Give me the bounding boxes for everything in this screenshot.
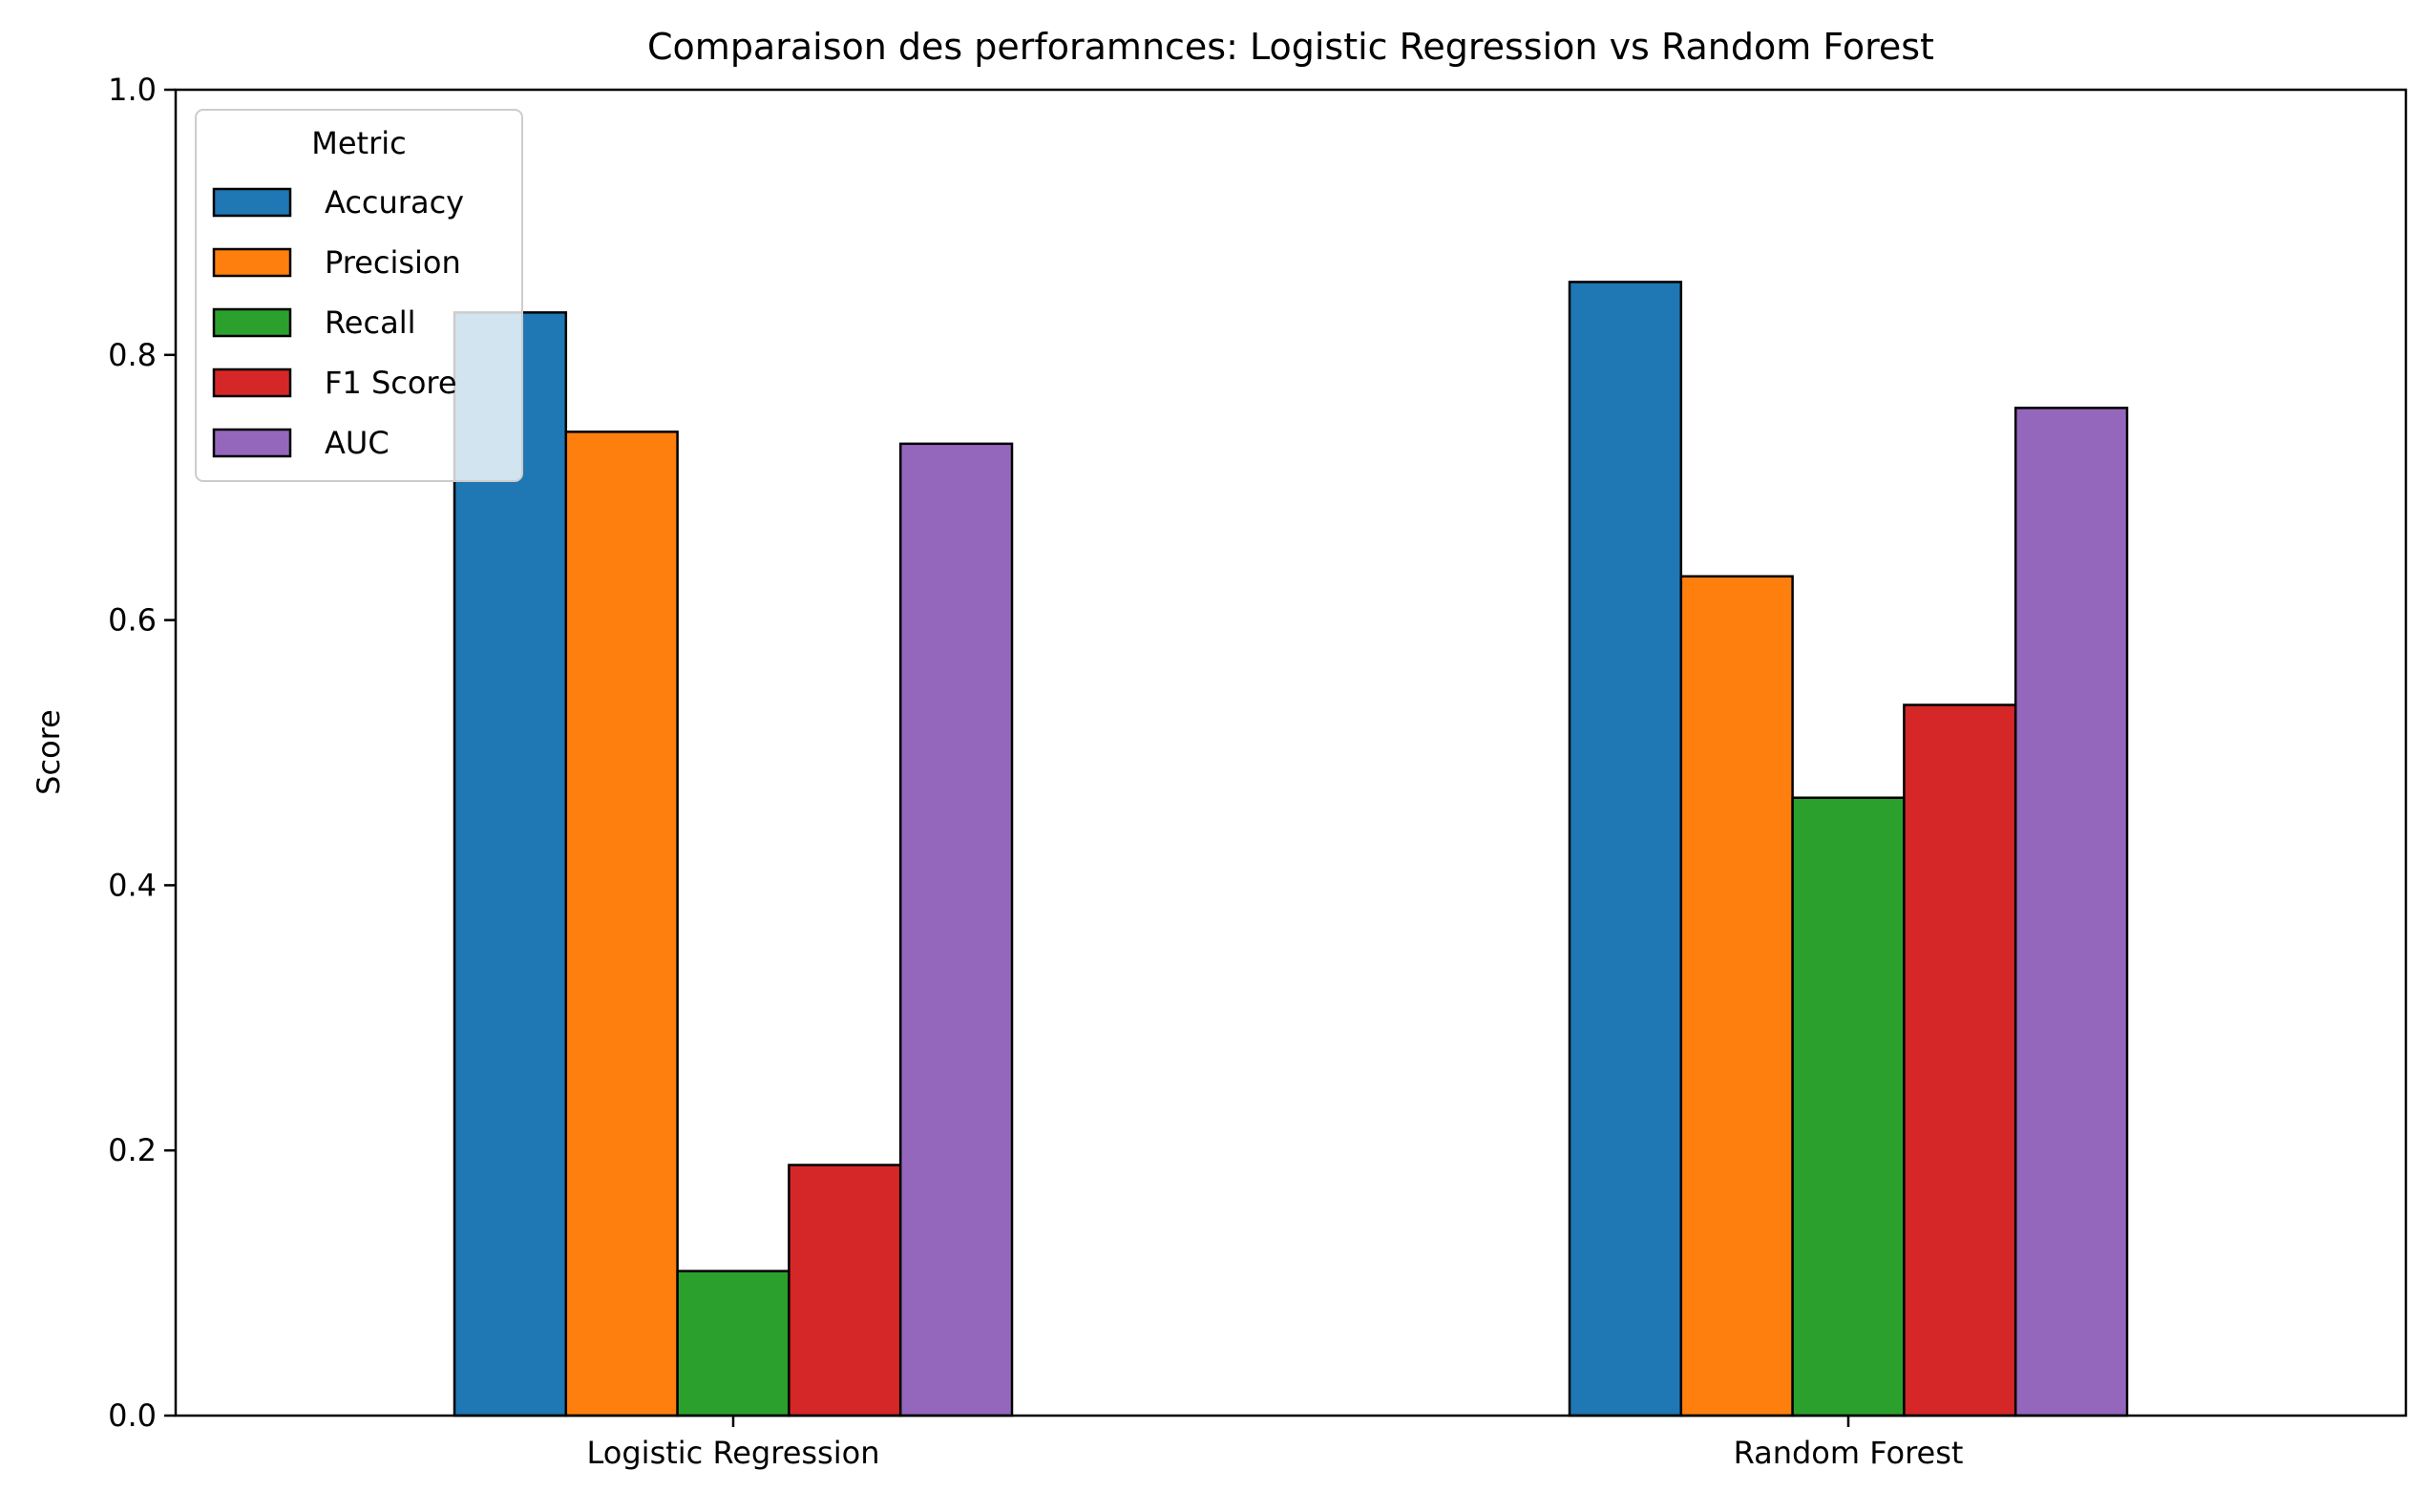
legend-swatch-precision bbox=[212, 247, 292, 278]
y-axis-ticks: 0.0 0.2 0.4 0.6 0.8 1.0 bbox=[108, 72, 176, 1434]
legend-label-recall: Recall bbox=[325, 304, 415, 341]
bars-layer bbox=[453, 281, 2129, 1418]
bar-f1-score-logistic-regression bbox=[788, 1164, 902, 1418]
legend-title: Metric bbox=[311, 125, 406, 161]
y-tick-label: 0.2 bbox=[108, 1132, 157, 1168]
legend-swatch-auc bbox=[212, 428, 292, 458]
legend-swatch-recall bbox=[212, 307, 292, 338]
y-tick-label: 1.0 bbox=[108, 72, 157, 108]
legend-label-precision: Precision bbox=[325, 244, 461, 281]
legend: Metric Accuracy Precision Recall F1 Score AU… bbox=[195, 109, 523, 482]
bar-f1-score-random-forest bbox=[1903, 704, 2017, 1418]
y-tick-label: 0.4 bbox=[108, 867, 157, 903]
bar-recall-logistic-regression bbox=[676, 1270, 790, 1418]
legend-swatch-accuracy bbox=[212, 187, 292, 218]
bar-accuracy-random-forest bbox=[1568, 281, 1683, 1418]
plot-area-frame bbox=[174, 88, 2408, 1418]
bar-auc-random-forest bbox=[2013, 407, 2129, 1418]
x-tick-label: Logistic Regression bbox=[587, 1435, 880, 1471]
legend-label-auc: AUC bbox=[325, 425, 390, 461]
y-tick-label: 0.8 bbox=[108, 337, 157, 373]
bar-precision-random-forest bbox=[1679, 575, 1794, 1418]
bar-recall-random-forest bbox=[1791, 796, 1906, 1418]
y-tick-label: 0.6 bbox=[108, 602, 157, 639]
bar-auc-logistic-regression bbox=[898, 442, 1014, 1418]
legend-label-accuracy: Accuracy bbox=[325, 184, 464, 220]
legend-entries: Accuracy Precision Recall F1 Score AUC bbox=[212, 184, 464, 461]
legend-label-f1-score: F1 Score bbox=[325, 365, 457, 401]
y-axis-label: Score bbox=[31, 709, 67, 795]
x-axis-ticks: Logistic Regression Random Forest bbox=[587, 1416, 1964, 1471]
legend-swatch-f1-score bbox=[212, 368, 292, 398]
y-tick-label: 0.0 bbox=[108, 1397, 157, 1434]
bar-accuracy-logistic-regression bbox=[453, 311, 568, 1418]
chart-title: Comparaison des perforamnces: Logistic R… bbox=[647, 26, 1934, 68]
bar-precision-logistic-regression bbox=[564, 430, 679, 1418]
x-tick-label: Random Forest bbox=[1734, 1435, 1964, 1471]
